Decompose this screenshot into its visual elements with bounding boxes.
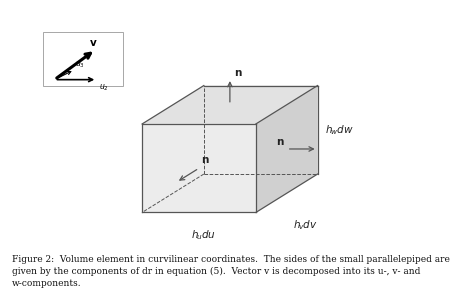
Polygon shape [256,86,318,212]
Text: $h_{\!v}dv$: $h_{\!v}dv$ [293,218,318,232]
Text: Figure 2:  Volume element in curvilinear coordinates.  The sides of the small pa: Figure 2: Volume element in curvilinear … [12,255,450,288]
Text: $\mathbf{n}$: $\mathbf{n}$ [201,155,209,165]
Polygon shape [142,86,318,124]
Text: $h_{\!w}dw$: $h_{\!w}dw$ [325,123,354,137]
Text: $h_{\!u}du$: $h_{\!u}du$ [191,229,216,242]
Text: $\mathbf{n}$: $\mathbf{n}$ [276,137,284,147]
Text: $u_2$: $u_2$ [99,83,109,93]
Text: $\mathbf{n}$: $\mathbf{n}$ [234,68,242,78]
Text: $\mathbf{v}$: $\mathbf{v}$ [89,38,97,48]
Text: $u_3$: $u_3$ [75,59,85,70]
Polygon shape [142,124,256,212]
Polygon shape [43,32,123,86]
